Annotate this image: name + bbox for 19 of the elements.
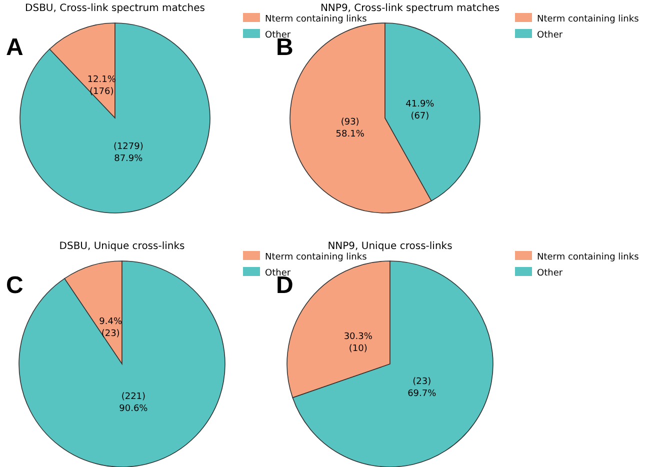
data-label: (1279) 87.9% — [113, 142, 144, 164]
data-label: (221) 90.6% — [119, 392, 148, 414]
chart-title: DSBU, Unique cross-links — [59, 241, 185, 252]
text: A — [6, 34, 24, 61]
legend-label: Nterm containing links — [537, 252, 640, 262]
legend-label: Other — [537, 30, 563, 40]
chart-title: NNP9, Unique cross-links — [328, 241, 452, 252]
data-label: 41.9% (67) — [406, 99, 435, 122]
legend-label: Nterm containing links — [265, 252, 368, 262]
chart-title: NNP9, Cross-link spectrum matches — [320, 3, 500, 14]
data-label: 9.4% (23) — [99, 317, 122, 340]
data-label: (23) 69.7% — [408, 377, 437, 400]
data-label: 30.3% (10) — [344, 332, 373, 354]
chart-title: DSBU, Cross-link spectrum matches — [25, 3, 205, 14]
text: C — [6, 272, 24, 299]
legend-label: Other — [537, 268, 563, 278]
data-label: (93) 58.1% — [336, 118, 365, 140]
legend-label: Nterm containing links — [265, 14, 368, 24]
legend-label: Nterm containing links — [537, 14, 640, 24]
